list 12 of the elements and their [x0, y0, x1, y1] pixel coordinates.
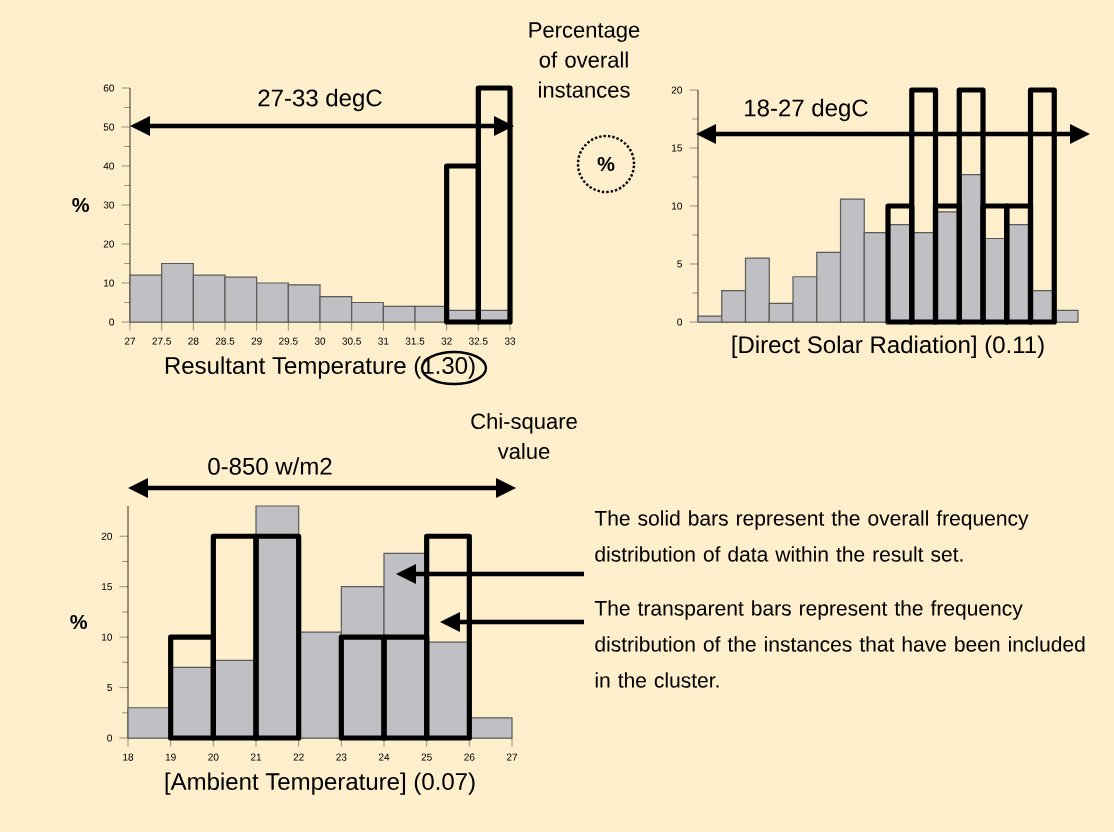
text: Chi-square value [471, 412, 577, 460]
x-axis-title: [Direct Solar Radiation] (0.11) [732, 335, 1044, 358]
annotation: 27-33 degC [258, 88, 382, 112]
text: The transparent bars represent the frequency distribution of the instances that have been included in the cluster. [594, 600, 1085, 688]
text: 0-850 w/m2 [208, 457, 332, 475]
y-axis-title: % [72, 197, 90, 213]
text: Percentage of overall instances [529, 22, 640, 98]
text: % [597, 156, 615, 172]
text: The solid bars represent the overall frequency distribution of data within the result set. [594, 510, 1029, 562]
annotation: 18-27 degC [745, 98, 868, 122]
x-axis-title: [Ambient Temperature] (0.07) [165, 772, 475, 795]
y-axis-title: % [70, 614, 88, 630]
